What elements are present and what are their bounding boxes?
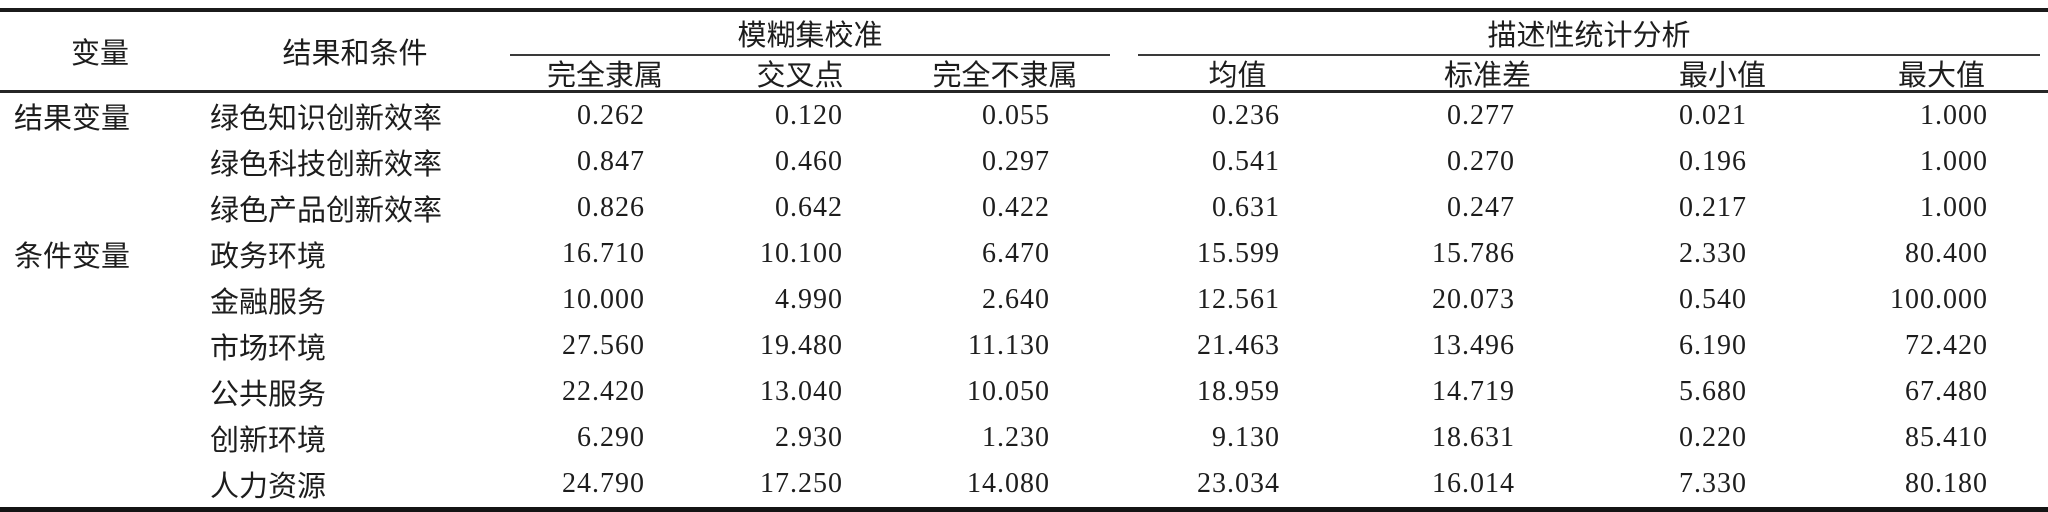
value-cell: 2.330 <box>1679 238 1747 269</box>
value-cell: 0.541 <box>1212 146 1280 177</box>
group-header-fuzzy-calibration: 模糊集校准 <box>510 12 1110 56</box>
table-row: 结果变量 绿色知识创新效率 0.262 0.120 0.055 0.236 0.… <box>0 93 2048 139</box>
column-header-full-nonmembership: 完全不隶属 <box>932 60 1078 92</box>
value-cell: 13.040 <box>760 376 843 407</box>
value-cell: 5.680 <box>1679 376 1747 407</box>
row-group-label: 结果变量 <box>14 103 131 135</box>
table-row: 人力资源 24.790 17.250 14.080 23.034 16.014 … <box>0 461 2048 507</box>
value-cell: 1.000 <box>1920 192 1988 223</box>
value-cell: 6.470 <box>982 238 1050 269</box>
value-cell: 4.990 <box>775 284 843 315</box>
value-cell: 15.786 <box>1432 238 1515 269</box>
column-header-std-dev: 标准差 <box>1443 60 1531 92</box>
value-cell: 9.130 <box>1212 422 1280 453</box>
group-header-descriptive-stats: 描述性统计分析 <box>1110 12 2048 56</box>
column-header-mean: 均值 <box>1208 60 1267 92</box>
value-cell: 13.496 <box>1432 330 1515 361</box>
table-row: 绿色科技创新效率 0.847 0.460 0.297 0.541 0.270 0… <box>0 139 2048 185</box>
column-header-variable: 变量 <box>70 38 129 70</box>
value-cell: 0.247 <box>1447 192 1515 223</box>
value-cell: 22.420 <box>562 376 645 407</box>
value-cell: 0.826 <box>577 192 645 223</box>
value-cell: 80.180 <box>1905 468 1988 499</box>
value-cell: 16.014 <box>1432 468 1515 499</box>
value-cell: 0.236 <box>1212 100 1280 131</box>
value-cell: 0.055 <box>982 100 1050 131</box>
variable-name: 公共服务 <box>210 379 327 411</box>
statistics-table: 变量 结果和条件 模糊集校准 描述性统计分析 完全隶属 交叉点 完全不隶属 均值… <box>0 8 2048 512</box>
variable-name: 创新环境 <box>210 425 327 457</box>
column-header-min: 最小值 <box>1678 60 1766 92</box>
value-cell: 67.480 <box>1905 376 1988 407</box>
value-cell: 20.073 <box>1432 284 1515 315</box>
table-row: 条件变量 政务环境 16.710 10.100 6.470 15.599 15.… <box>0 231 2048 277</box>
value-cell: 15.599 <box>1197 238 1280 269</box>
value-cell: 21.463 <box>1197 330 1280 361</box>
value-cell: 1.000 <box>1920 100 1988 131</box>
value-cell: 24.790 <box>562 468 645 499</box>
value-cell: 0.460 <box>775 146 843 177</box>
value-cell: 0.297 <box>982 146 1050 177</box>
table-row: 公共服务 22.420 13.040 10.050 18.959 14.719 … <box>0 369 2048 415</box>
value-cell: 10.000 <box>562 284 645 315</box>
value-cell: 0.120 <box>775 100 843 131</box>
variable-name: 金融服务 <box>210 287 327 319</box>
value-cell: 27.560 <box>562 330 645 361</box>
value-cell: 10.050 <box>967 376 1050 407</box>
value-cell: 0.422 <box>982 192 1050 223</box>
value-cell: 1.000 <box>1920 146 1988 177</box>
value-cell: 0.217 <box>1679 192 1747 223</box>
table-header: 变量 结果和条件 模糊集校准 描述性统计分析 完全隶属 交叉点 完全不隶属 均值… <box>0 12 2048 93</box>
value-cell: 72.420 <box>1905 330 1988 361</box>
variable-name: 绿色科技创新效率 <box>210 149 443 181</box>
value-cell: 14.080 <box>967 468 1050 499</box>
value-cell: 100.000 <box>1890 284 1988 315</box>
value-cell: 0.021 <box>1679 100 1747 131</box>
variable-name: 市场环境 <box>210 333 327 365</box>
value-cell: 0.642 <box>775 192 843 223</box>
value-cell: 85.410 <box>1905 422 1988 453</box>
value-cell: 2.930 <box>775 422 843 453</box>
value-cell: 0.847 <box>577 146 645 177</box>
value-cell: 18.959 <box>1197 376 1280 407</box>
group-header-fuzzy-calibration-label: 模糊集校准 <box>510 12 1110 56</box>
value-cell: 6.190 <box>1679 330 1747 361</box>
value-cell: 14.719 <box>1432 376 1515 407</box>
value-cell: 6.290 <box>577 422 645 453</box>
table-row: 创新环境 6.290 2.930 1.230 9.130 18.631 0.22… <box>0 415 2048 461</box>
variable-name: 政务环境 <box>210 241 327 273</box>
value-cell: 23.034 <box>1197 468 1280 499</box>
value-cell: 80.400 <box>1905 238 1988 269</box>
value-cell: 19.480 <box>760 330 843 361</box>
value-cell: 2.640 <box>982 284 1050 315</box>
column-header-outcome-condition: 结果和条件 <box>282 38 428 70</box>
value-cell: 0.270 <box>1447 146 1515 177</box>
value-cell: 17.250 <box>760 468 843 499</box>
value-cell: 0.277 <box>1447 100 1515 131</box>
value-cell: 10.100 <box>760 238 843 269</box>
column-header-max: 最大值 <box>1897 60 1985 92</box>
value-cell: 12.561 <box>1197 284 1280 315</box>
value-cell: 11.130 <box>968 330 1050 361</box>
value-cell: 0.631 <box>1212 192 1280 223</box>
value-cell: 0.196 <box>1679 146 1747 177</box>
column-header-full-membership: 完全隶属 <box>546 60 663 92</box>
value-cell: 18.631 <box>1432 422 1515 453</box>
variable-name: 绿色知识创新效率 <box>210 103 443 135</box>
value-cell: 1.230 <box>982 422 1050 453</box>
value-cell: 0.220 <box>1679 422 1747 453</box>
group-header-descriptive-stats-label: 描述性统计分析 <box>1138 12 2040 56</box>
row-group-label: 条件变量 <box>14 241 131 273</box>
table-row: 金融服务 10.000 4.990 2.640 12.561 20.073 0.… <box>0 277 2048 323</box>
column-header-crossover: 交叉点 <box>756 60 844 92</box>
table-row: 市场环境 27.560 19.480 11.130 21.463 13.496 … <box>0 323 2048 369</box>
value-cell: 0.262 <box>577 100 645 131</box>
variable-name: 人力资源 <box>210 471 327 503</box>
value-cell: 0.540 <box>1679 284 1747 315</box>
variable-name: 绿色产品创新效率 <box>210 195 443 227</box>
table-row: 绿色产品创新效率 0.826 0.642 0.422 0.631 0.247 0… <box>0 185 2048 231</box>
value-cell: 7.330 <box>1679 468 1747 499</box>
value-cell: 16.710 <box>562 238 645 269</box>
